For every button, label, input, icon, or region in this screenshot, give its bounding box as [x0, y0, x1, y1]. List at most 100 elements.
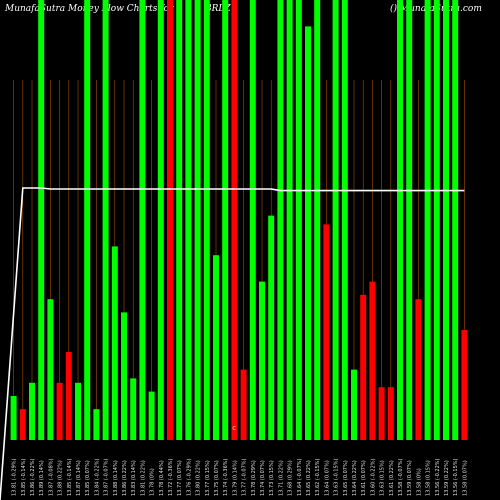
bar — [29, 382, 35, 440]
x-tick-label: 13.88 (0.14%) — [113, 460, 119, 496]
x-tick-label: 13.81 (-0.29%) — [12, 458, 18, 496]
bar — [10, 396, 17, 440]
bar — [38, 0, 45, 440]
x-tick-label: 13.85 (-0.14%) — [67, 458, 73, 496]
bar — [84, 0, 91, 440]
bar — [176, 0, 183, 440]
bar — [443, 0, 449, 440]
bar — [369, 281, 376, 440]
x-tick-label: 13.74 (-0.36%) — [223, 458, 229, 496]
x-tick-label: 13.58 (0%) — [416, 468, 422, 496]
bar — [415, 299, 422, 440]
x-tick-label: 13.83 (0.14%) — [131, 460, 137, 496]
bar — [130, 378, 137, 440]
mid-marker-group: C — [232, 426, 236, 432]
bar — [111, 246, 118, 440]
x-tick-label: 13.85 (-0.14%) — [21, 458, 27, 496]
x-tick-label: 13.86 (0.22%) — [122, 460, 128, 496]
x-tick-label: 13.75 (0.07%) — [214, 460, 220, 496]
bar — [93, 409, 100, 440]
x-tick-label: 13.71 (0.22%) — [278, 460, 284, 496]
bar — [461, 330, 468, 440]
x-tick-label: 13.76 (-0.29%) — [186, 458, 192, 496]
bar — [323, 224, 330, 440]
x-tick-label: 13.84 (-0.22%) — [94, 458, 100, 496]
x-tick-label: 13.68 (0.29%) — [288, 460, 294, 496]
bar — [240, 369, 247, 440]
bar — [286, 0, 293, 440]
bar — [19, 409, 26, 440]
bar — [121, 312, 127, 440]
x-tick-label: 13.78 (0%) — [150, 468, 156, 496]
bar — [360, 294, 367, 440]
bar — [65, 352, 72, 440]
x-tick-label: 13.61 (0.22%) — [389, 460, 395, 496]
trend-line — [0, 187, 465, 500]
x-tick-label: 13.80 (0.22%) — [196, 460, 202, 496]
bar — [295, 0, 302, 440]
grid-lines — [13, 80, 465, 440]
bar — [167, 0, 173, 440]
bar — [332, 0, 339, 440]
x-tick-label: 13.77 (0.07%) — [177, 460, 183, 496]
bar — [231, 0, 238, 440]
bar — [268, 215, 275, 440]
bar — [397, 0, 403, 440]
x-tick-label: 13.86 (-0.22%) — [30, 458, 36, 496]
x-tick-label: 13.78 (0.44%) — [159, 460, 165, 496]
x-tick-label: 13.59 (0.22%) — [444, 460, 450, 496]
x-tick-labels: 13.81 (-0.29%) 13.85 (-0.14%) 13.86 (-0.22… — [12, 458, 469, 496]
x-tick-label: 13.64 (-0.07%) — [297, 458, 303, 496]
bar — [194, 0, 201, 440]
bar — [387, 387, 394, 440]
x-tick-label: 13.62 (-0.15%) — [315, 458, 321, 496]
x-tick-label: 13.87 (-0.08%) — [48, 458, 54, 496]
bar — [148, 391, 155, 440]
x-tick-label: 13.58 (-0.07%) — [398, 458, 404, 496]
chart-symbol: BRLZ — [205, 4, 231, 14]
bar — [424, 0, 431, 440]
x-tick-label: 13.64 (0.07%) — [324, 460, 330, 496]
money-flow-line — [0, 187, 465, 500]
x-tick-label: 13.88 (0.22%) — [58, 460, 64, 496]
bar — [56, 382, 63, 440]
x-tick-label: 13.59 (0.07%) — [407, 460, 413, 496]
x-tick-label: 13.58 (0.15%) — [426, 460, 432, 496]
bar — [341, 0, 348, 440]
x-tick-label: 13.56 (-0.22%) — [435, 458, 441, 496]
x-tick-label: 13.65 (0.22%) — [306, 460, 312, 496]
x-tick-label: 13.89 (0.14%) — [39, 460, 45, 496]
bar — [157, 0, 164, 440]
x-tick-label: 13.77 (-0.07%) — [242, 458, 248, 496]
bar — [185, 0, 192, 440]
bar — [259, 281, 265, 440]
bar — [249, 0, 256, 440]
x-tick-label: 13.65 (0.07%) — [343, 460, 349, 496]
bar — [378, 387, 385, 440]
bar — [75, 382, 81, 440]
bar — [452, 0, 459, 440]
x-tick-label: 13.56 (-0.15%) — [453, 458, 459, 496]
x-tick-label: 13.74 (0.07%) — [260, 460, 266, 496]
bar — [222, 0, 229, 440]
bar — [433, 0, 440, 440]
x-tick-label: 13.58 (0.07%) — [462, 460, 468, 496]
x-tick-label: 13.63 (-0.15%) — [334, 458, 340, 496]
bar — [351, 369, 357, 440]
x-tick-label: 13.78 (0.29%) — [251, 460, 257, 496]
x-tick-label: 13.64 (0.22%) — [352, 460, 358, 496]
x-tick-label: 13.85 (0.07%) — [85, 460, 91, 496]
bar — [102, 0, 109, 440]
x-tick-label: 13.63 (0.15%) — [380, 460, 386, 496]
x-tick-label: 13.81 (0.22%) — [140, 460, 146, 496]
bar — [213, 255, 219, 440]
x-tick-label: 13.61 (0.07%) — [361, 460, 367, 496]
bar — [139, 0, 146, 440]
x-tick-label: 13.72 (-0.36%) — [168, 458, 174, 496]
x-tick-label: 13.73 (0.15%) — [269, 460, 275, 496]
bar — [277, 0, 284, 440]
bar — [406, 0, 413, 440]
x-tick-label: 13.77 (0.15%) — [205, 460, 211, 496]
bar — [203, 0, 210, 440]
